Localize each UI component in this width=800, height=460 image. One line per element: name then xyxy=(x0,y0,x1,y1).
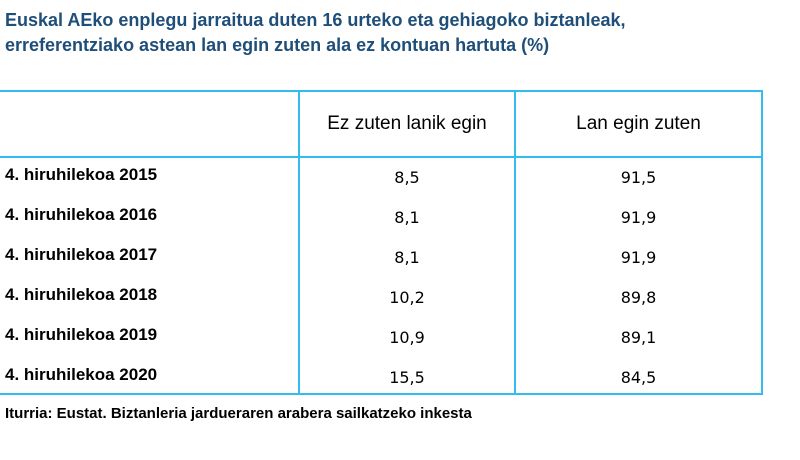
table-top-border xyxy=(0,90,763,92)
table-title: Euskal AEko enplegu jarraitua duten 16 u… xyxy=(5,8,785,58)
cell-ez-zuten-lanik-egin: 8,1 xyxy=(394,208,420,227)
row-label: 4. hiruhilekoa 2015 xyxy=(5,165,158,184)
cell-lan-egin-zuten: 89,1 xyxy=(620,328,657,347)
cell-lan-egin-zuten: 91,5 xyxy=(620,168,657,187)
cell-lan-egin-zuten: 91,9 xyxy=(620,208,657,227)
source-note: Iturria: Eustat. Biztanleria jardueraren… xyxy=(5,405,472,422)
cell-lan-egin-zuten: 89,8 xyxy=(620,288,657,307)
table-right-border xyxy=(761,90,763,395)
title-line-1: Euskal AEko enplegu jarraitua duten 16 u… xyxy=(5,10,626,30)
cell-lan-egin-zuten: 84,5 xyxy=(620,368,657,387)
cell-ez-zuten-lanik-egin: 10,2 xyxy=(389,288,425,307)
cell-ez-zuten-lanik-egin: 15,5 xyxy=(389,368,425,387)
row-label: 4. hiruhilekoa 2016 xyxy=(5,205,158,224)
row-label: 4. hiruhilekoa 2017 xyxy=(5,245,158,264)
table-bottom-border xyxy=(0,393,763,395)
column-divider-1 xyxy=(298,90,300,395)
row-label: 4. hiruhilekoa 2019 xyxy=(5,325,158,344)
row-label: 4. hiruhilekoa 2020 xyxy=(5,365,158,384)
header-bottom-border xyxy=(0,156,763,158)
column-header-ez-zuten-lanik-egin: Ez zuten lanik egin xyxy=(327,112,487,134)
row-label: 4. hiruhilekoa 2018 xyxy=(5,285,158,304)
column-header-lan-egin-zuten: Lan egin zuten xyxy=(576,112,701,134)
column-divider-2 xyxy=(514,90,516,395)
title-line-2: erreferentziako astean lan egin zuten al… xyxy=(5,35,550,55)
cell-ez-zuten-lanik-egin: 8,1 xyxy=(394,248,420,267)
cell-ez-zuten-lanik-egin: 10,9 xyxy=(389,328,425,347)
cell-lan-egin-zuten: 91,9 xyxy=(620,248,657,267)
cell-ez-zuten-lanik-egin: 8,5 xyxy=(394,168,420,187)
